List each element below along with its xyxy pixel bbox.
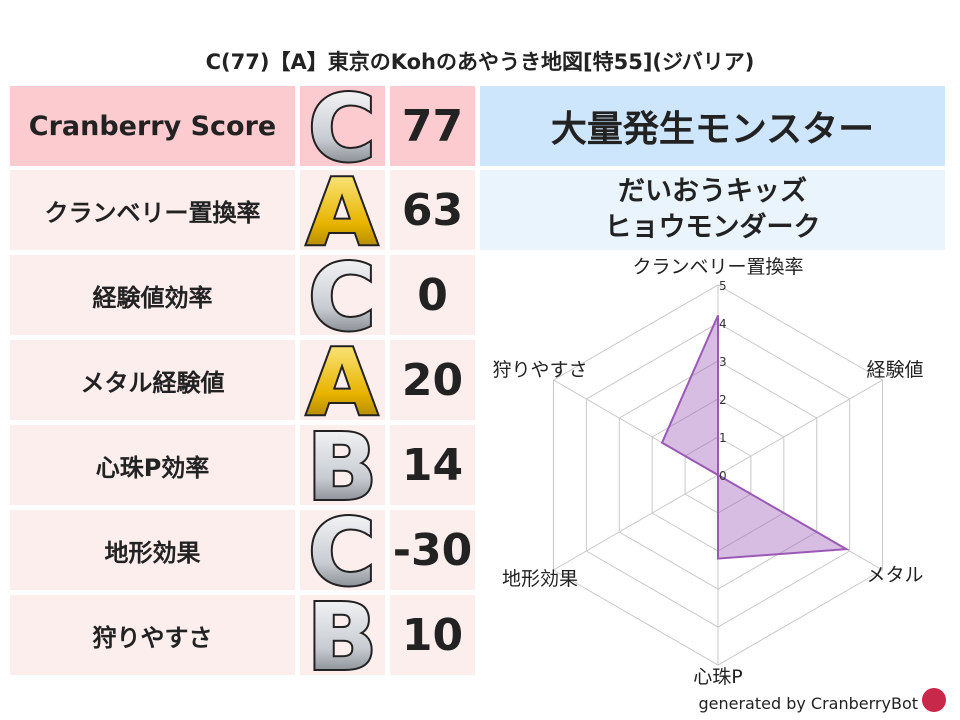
axis-label: 経験値 [866, 359, 923, 381]
grade-letter: C [308, 244, 376, 351]
grade-badge-c: C [300, 242, 385, 353]
grade-letter: C [308, 75, 376, 182]
tick-label: 3 [719, 355, 727, 369]
row-label: 狩りやすさ [10, 595, 295, 675]
row-label: 心珠P効率 [10, 425, 295, 505]
grade-badge-b: B [300, 582, 385, 693]
row-label: 地形効果 [10, 510, 295, 590]
row-value: 20 [390, 340, 475, 420]
grade-letter: B [307, 414, 377, 521]
axis-label: クランベリー置換率 [632, 256, 803, 278]
monster-item: だいおうキッズ [618, 176, 807, 207]
row-label: メタル経験値 [10, 340, 295, 420]
row-label: Cranberry Score [10, 86, 295, 166]
monster-item: ヒョウモンダーク [604, 212, 821, 243]
row-label: クランベリー置換率 [10, 170, 295, 250]
row-value: 63 [390, 170, 475, 250]
grid-spoke [717, 379, 883, 476]
grade-letter: A [306, 159, 377, 266]
footer-credit: generated by CranberryBot [698, 694, 918, 713]
grid-ring [552, 284, 884, 666]
row-value: 77 [390, 86, 475, 166]
tick-label: 0 [719, 469, 727, 483]
axis-label: 狩りやすさ [492, 359, 587, 381]
grid-ring [585, 322, 851, 628]
grade-badge-a: A [300, 327, 385, 438]
tick-label: 2 [719, 393, 727, 407]
grade-badge-c: C [300, 497, 385, 608]
grid-ring [651, 398, 785, 552]
grade-badge-c: C [300, 73, 385, 184]
row-value: 0 [390, 255, 475, 335]
grid-spoke [717, 474, 883, 571]
tick-label: 1 [719, 431, 727, 445]
grade-badge-a: A [300, 157, 385, 268]
tick-label: 5 [719, 279, 727, 293]
monster-list: だいおうキッズ ヒョウモンダーク [480, 170, 945, 250]
grade-letter: C [308, 499, 376, 606]
cranberrybot-logo-icon [922, 688, 946, 712]
grade-badge-b: B [300, 412, 385, 523]
row-label: 経験値効率 [10, 255, 295, 335]
row-value: 10 [390, 595, 475, 675]
axis-label: 地形効果 [502, 568, 578, 590]
axis-label: メタル [866, 564, 923, 586]
grade-letter: B [307, 584, 377, 691]
tick-label: 4 [719, 317, 727, 331]
data-series-polygon [660, 314, 850, 560]
monster-header: 大量発生モンスター [480, 86, 945, 166]
grid-spoke [553, 379, 719, 476]
grade-letter: A [306, 329, 377, 436]
row-value: -30 [390, 510, 475, 590]
grid-spoke [553, 474, 719, 571]
axis-label: 心珠P [693, 666, 742, 688]
page-title: C(77)【A】東京のKohのあやうき地図[特55](ジバリア) [205, 50, 755, 74]
row-value: 14 [390, 425, 475, 505]
grid-ring [684, 436, 752, 514]
grid-ring [618, 360, 818, 590]
